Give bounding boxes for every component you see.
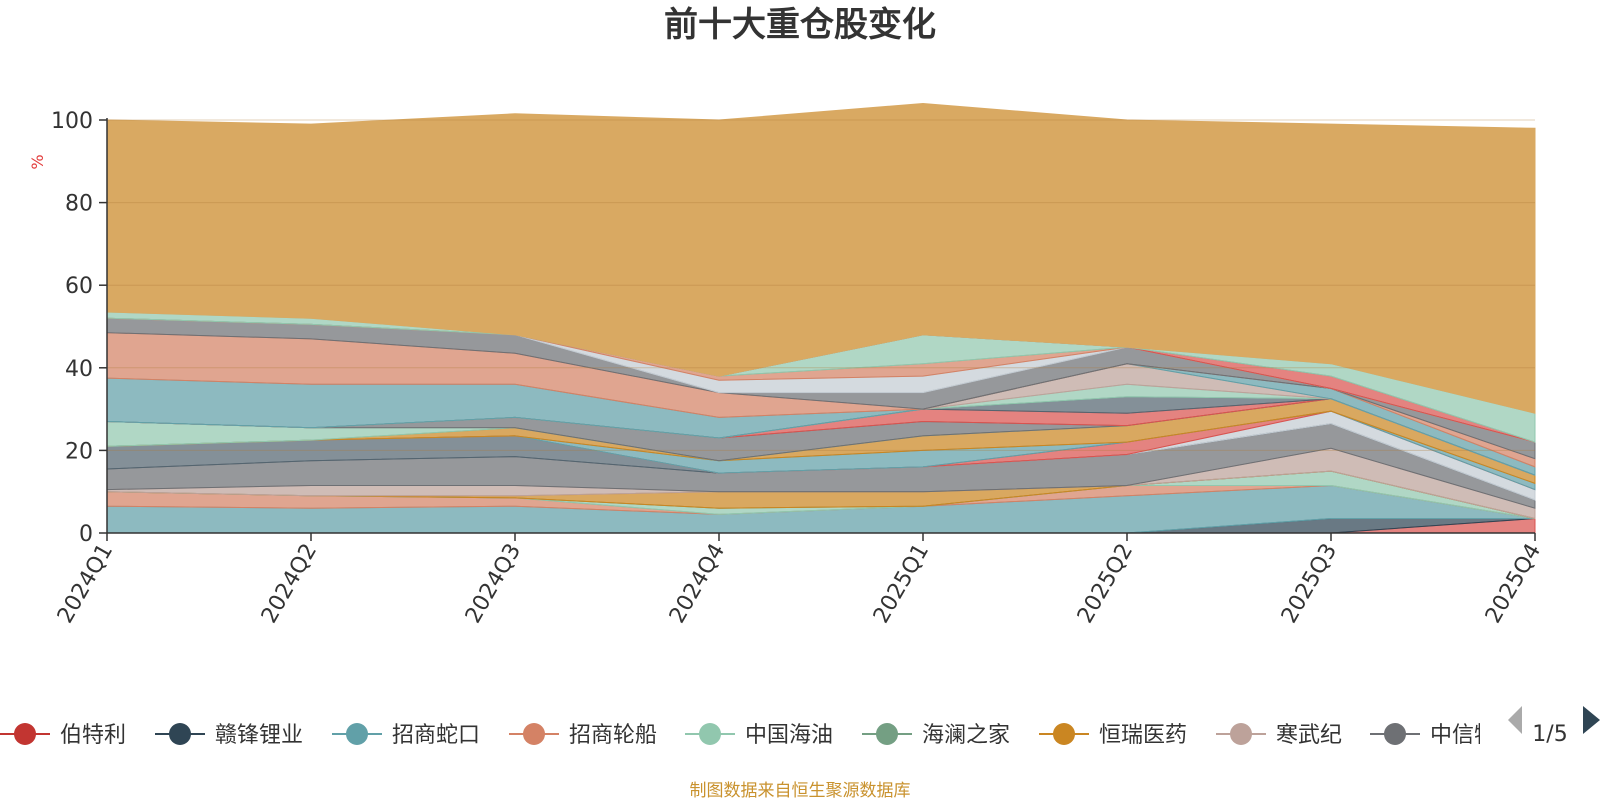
- y-tick-label-4: 80: [65, 192, 93, 217]
- legend-label: 招商轮船: [569, 723, 657, 748]
- legend-circle-icon: [14, 723, 36, 745]
- legend-circle-icon: [699, 723, 721, 745]
- legend-item-0[interactable]: 伯特利: [0, 723, 126, 748]
- legend-item-6[interactable]: 恒瑞医药: [1039, 723, 1187, 748]
- x-tick-label-1: 2024Q2: [257, 540, 322, 628]
- legend-pager: 1/5: [1508, 706, 1600, 747]
- legend-label: 中国海油: [745, 723, 833, 748]
- x-tick-label-0: 2024Q1: [53, 540, 118, 628]
- legend-item-5[interactable]: 海澜之家: [862, 723, 1010, 748]
- x-tick-label-3: 2024Q4: [665, 540, 730, 628]
- legend-item-1[interactable]: 赣锋锂业: [155, 723, 303, 748]
- y-tick-label-0: 0: [79, 522, 93, 547]
- legend-circle-icon: [876, 723, 898, 745]
- legend-circle-icon: [169, 723, 191, 745]
- x-tick-label-2: 2024Q3: [461, 540, 526, 628]
- legend-circle-icon: [523, 723, 545, 745]
- legend-circle-icon: [1384, 723, 1406, 745]
- y-tick-label-1: 20: [65, 439, 93, 464]
- legend-label: 赣锋锂业: [215, 723, 303, 748]
- legend-item-4[interactable]: 中国海油: [685, 723, 833, 748]
- legend-circle-icon: [1230, 723, 1252, 745]
- legend: 伯特利 赣锋锂业 招商蛇口 招商轮船 中国海油 海澜之家 恒瑞医药 寒武纪 中信特钢: [0, 723, 1518, 748]
- legend-label: 中信特钢: [1430, 723, 1518, 748]
- legend-item-7[interactable]: 寒武纪: [1216, 723, 1342, 748]
- legend-item-8[interactable]: 中信特钢: [1370, 723, 1518, 748]
- y-tick-label-3: 60: [65, 274, 93, 299]
- y-tick-label-5: 100: [51, 109, 93, 134]
- area-series-28: [106, 102, 1536, 414]
- legend-item-3[interactable]: 招商轮船: [509, 723, 657, 748]
- pager-next-icon[interactable]: [1583, 706, 1600, 734]
- chart-title: 前十大重仓股变化: [664, 5, 936, 45]
- y-axis-unit: %: [28, 154, 47, 169]
- legend-circle-icon: [1053, 723, 1075, 745]
- legend-label: 招商蛇口: [392, 723, 480, 748]
- legend-label: 海澜之家: [922, 723, 1010, 748]
- x-tick-label-4: 2025Q1: [869, 540, 934, 628]
- legend-item-2[interactable]: 招商蛇口: [332, 723, 480, 748]
- x-tick-label-5: 2025Q2: [1073, 540, 1138, 628]
- legend-label: 恒瑞医药: [1099, 723, 1187, 748]
- legend-label: 寒武纪: [1276, 723, 1342, 748]
- x-tick-label-7: 2025Q4: [1481, 540, 1546, 628]
- pager-prev-icon[interactable]: [1508, 706, 1522, 734]
- y-tick-label-2: 40: [65, 357, 93, 382]
- legend-circle-icon: [346, 723, 368, 745]
- pager-page-number: 1/5: [1532, 722, 1567, 747]
- data-source-note: 制图数据来自恒生聚源数据库: [690, 781, 911, 800]
- legend-label: 伯特利: [60, 723, 126, 748]
- area-series: [106, 102, 1536, 534]
- x-tick-label-6: 2025Q3: [1277, 540, 1342, 628]
